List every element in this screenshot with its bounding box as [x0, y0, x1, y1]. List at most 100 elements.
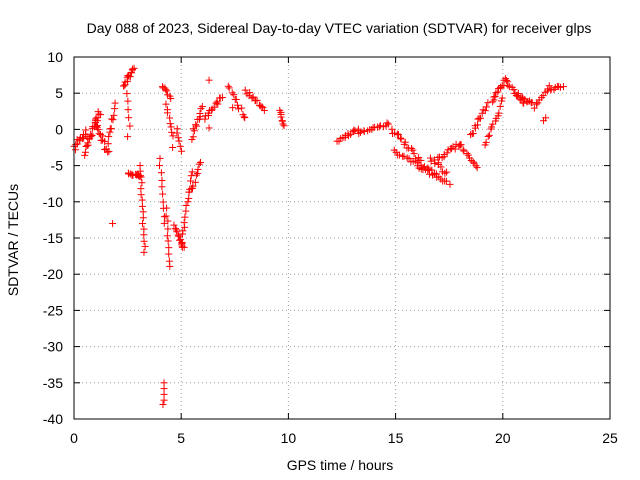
- data-point: [124, 106, 132, 114]
- grid-lines: [74, 57, 610, 419]
- data-point: [253, 96, 261, 104]
- y-tick-label: -10: [43, 194, 63, 210]
- data-point: [81, 148, 89, 156]
- data-point: [174, 134, 182, 142]
- data-point: [168, 128, 176, 136]
- y-axis-title: SDTVAR / TECUs: [5, 184, 21, 296]
- data-point: [494, 88, 502, 96]
- data-point: [451, 145, 459, 153]
- data-point: [197, 158, 205, 166]
- data-point: [396, 151, 404, 159]
- data-point: [156, 154, 164, 162]
- data-point: [240, 113, 248, 121]
- data-points: [70, 64, 567, 409]
- data-point: [235, 105, 243, 113]
- data-point: [124, 97, 132, 105]
- data-point: [504, 81, 512, 89]
- data-point: [437, 163, 445, 171]
- data-point: [384, 120, 392, 128]
- data-point: [190, 127, 198, 135]
- data-point: [105, 133, 113, 141]
- data-point: [476, 114, 484, 122]
- data-point: [194, 165, 202, 173]
- data-point: [166, 120, 174, 128]
- data-point: [241, 114, 249, 122]
- data-point: [457, 141, 465, 149]
- data-point: [135, 172, 143, 180]
- data-point: [173, 228, 181, 236]
- data-point: [158, 176, 166, 184]
- data-point: [482, 103, 490, 111]
- data-point: [408, 144, 416, 152]
- data-point: [185, 188, 193, 196]
- data-point: [530, 104, 538, 112]
- y-tick-label: 5: [55, 85, 63, 101]
- data-point: [179, 227, 187, 235]
- data-point: [109, 116, 117, 124]
- data-point: [87, 130, 95, 138]
- data-point: [234, 101, 242, 109]
- data-point: [105, 147, 113, 155]
- data-point: [228, 89, 236, 97]
- x-tick-label: 5: [177, 430, 185, 446]
- data-point: [140, 231, 148, 239]
- x-tick-label: 10: [281, 430, 297, 446]
- data-point: [469, 129, 477, 137]
- data-point: [383, 119, 391, 127]
- y-tick-label: -25: [43, 302, 63, 318]
- data-point: [137, 185, 145, 193]
- data-point: [356, 128, 364, 136]
- data-point: [238, 104, 246, 112]
- data-point: [396, 134, 404, 142]
- data-point: [446, 180, 454, 188]
- data-point: [164, 225, 172, 233]
- data-point: [164, 217, 172, 225]
- data-point: [514, 89, 522, 97]
- data-point: [424, 166, 432, 174]
- data-point: [431, 159, 439, 167]
- data-point: [189, 133, 197, 141]
- data-point: [139, 208, 147, 216]
- data-point: [187, 177, 195, 185]
- data-point: [92, 115, 100, 123]
- data-point: [173, 129, 181, 137]
- data-point: [104, 140, 112, 148]
- data-point: [182, 202, 190, 210]
- data-point: [177, 240, 185, 248]
- data-point: [192, 121, 200, 129]
- data-point: [469, 158, 477, 166]
- data-point: [160, 396, 168, 404]
- data-point: [193, 122, 201, 130]
- data-point: [163, 87, 171, 95]
- y-tick-label: 10: [47, 49, 63, 65]
- chart-title: Day 088 of 2023, Sidereal Day-to-day VTE…: [87, 20, 592, 36]
- data-point: [427, 157, 435, 165]
- data-point: [124, 133, 132, 141]
- data-point: [409, 146, 417, 154]
- data-point: [123, 90, 131, 98]
- data-point: [532, 100, 540, 108]
- data-point: [280, 122, 288, 130]
- data-point: [163, 204, 171, 212]
- data-point: [185, 194, 193, 202]
- data-point: [72, 141, 80, 149]
- data-point: [350, 126, 358, 134]
- data-point: [163, 109, 171, 117]
- data-point: [136, 167, 144, 175]
- data-point: [97, 111, 105, 119]
- data-point: [126, 122, 134, 130]
- data-point: [488, 123, 496, 131]
- data-point: [443, 168, 451, 176]
- x-tick-labels: 0 5 10 15 20 25: [70, 430, 618, 446]
- data-point: [159, 401, 167, 409]
- data-point: [513, 91, 521, 99]
- data-point: [167, 123, 175, 131]
- data-point: [246, 89, 254, 97]
- data-point: [167, 95, 175, 103]
- data-point: [484, 132, 492, 140]
- data-point: [214, 100, 222, 108]
- data-point: [138, 220, 146, 228]
- data-point: [140, 248, 148, 256]
- data-point: [355, 129, 363, 137]
